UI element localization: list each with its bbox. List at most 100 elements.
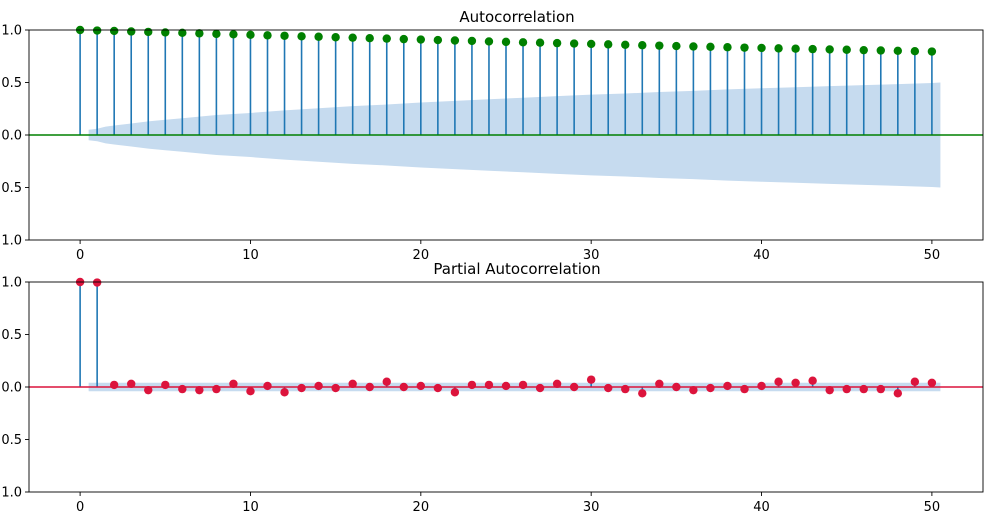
pacf-point — [348, 379, 357, 389]
pacf-point — [501, 381, 511, 391]
pacf-point — [689, 385, 698, 395]
pacf-point — [893, 389, 903, 398]
pacf-point — [586, 375, 596, 384]
partial-autocorrelation-panel: 0 10 20 30 40 50 −1.0 −0.5 0.0 0.5 1.0 Partial Auto… — [0, 260, 984, 515]
acf-point — [621, 40, 630, 50]
acf-point — [501, 37, 511, 47]
acf-point — [706, 42, 715, 51]
acf-point — [467, 36, 477, 46]
pacf-point — [774, 377, 783, 386]
acf-point — [825, 45, 834, 54]
acf-point — [416, 35, 426, 44]
pacf-x-tick-label: 50 — [924, 500, 941, 515]
pacf-point — [552, 379, 562, 389]
pacf-point — [842, 384, 851, 394]
acf-point — [92, 26, 102, 35]
pacf-point — [450, 388, 460, 397]
pacf-x-tick-label: 30 — [583, 500, 600, 515]
pacf-point — [859, 384, 868, 394]
pacf-point — [655, 379, 664, 389]
pacf-point — [740, 384, 749, 394]
acf-point — [808, 44, 817, 54]
acf-x-tick-label: 40 — [753, 248, 770, 263]
acf-point — [791, 44, 800, 53]
acf-point — [433, 35, 443, 45]
pacf-title: Partial Autocorrelation — [433, 260, 600, 278]
acf-point — [365, 33, 374, 43]
acf-y-tick-label: −0.5 — [0, 181, 22, 196]
acf-point — [774, 44, 783, 53]
acf-point — [910, 47, 920, 56]
acf-point — [723, 43, 732, 52]
pacf-point — [280, 388, 289, 397]
acf-x-tick-label: 30 — [583, 248, 600, 263]
pacf-point — [314, 381, 323, 391]
pacf-point — [229, 379, 238, 389]
acf-point — [144, 27, 153, 37]
pacf-point — [212, 384, 221, 394]
pacf-point — [399, 382, 408, 392]
pacf-x-tick-label: 10 — [242, 500, 259, 515]
acf-point — [314, 32, 323, 41]
pacf-point — [297, 383, 306, 393]
pacf-point — [757, 381, 766, 391]
acf-point — [655, 41, 664, 50]
pacf-point — [92, 278, 102, 287]
acf-point — [195, 29, 204, 38]
pacf-x-tick-label: 0 — [76, 500, 84, 515]
acf-point — [638, 41, 647, 50]
acf-point — [740, 43, 749, 52]
pacf-point — [791, 378, 800, 387]
pacf-point — [910, 377, 920, 386]
acf-point — [535, 38, 545, 47]
acf-y-tick-label: 0.0 — [1, 129, 22, 144]
pacf-point — [109, 380, 119, 390]
acf-y-tick-label: 0.5 — [1, 76, 22, 91]
pacf-point — [535, 383, 545, 393]
acf-point — [893, 46, 903, 55]
acf-point — [109, 26, 119, 36]
pacf-point — [263, 381, 272, 391]
pacf-point — [569, 382, 579, 392]
acf-point — [331, 33, 340, 42]
acf-point — [348, 33, 357, 42]
acf-point — [229, 30, 238, 39]
acf-point — [161, 28, 170, 37]
acf-point — [672, 41, 681, 51]
pacf-point — [638, 389, 647, 398]
pacf-point — [365, 382, 374, 392]
pacf-point — [927, 378, 937, 387]
acf-point — [450, 36, 460, 45]
pacf-x-tick-label: 40 — [753, 500, 770, 515]
acf-point — [552, 38, 562, 48]
pacf-point — [416, 381, 426, 391]
acf-x-tick-label: 0 — [76, 248, 84, 263]
pacf-x-tick-label: 20 — [413, 500, 430, 515]
acf-point — [484, 37, 494, 46]
pacf-point — [484, 380, 494, 390]
pacf-point — [672, 382, 681, 392]
autocorrelation-panel: 0 10 20 30 40 50 −1.0 −0.5 0.0 0.5 1.0 Autocorrelat… — [0, 8, 984, 263]
acf-x-tick-label: 20 — [413, 248, 430, 263]
acf-point — [212, 29, 221, 39]
acf-point — [859, 45, 868, 55]
pacf-point — [467, 380, 477, 390]
pacf-point — [808, 376, 817, 385]
acf-y-tick-label: 1.0 — [1, 24, 22, 39]
pacf-point — [433, 383, 443, 393]
acf-point — [178, 28, 187, 38]
pacf-y-tick-label: 0.0 — [1, 381, 22, 396]
acf-point — [297, 32, 306, 41]
acf-point — [518, 38, 528, 47]
pacf-point — [825, 385, 834, 395]
pacf-point — [518, 380, 528, 390]
pacf-y-tick-label: 0.5 — [1, 328, 22, 343]
pacf-point — [246, 387, 255, 396]
acf-point — [604, 40, 613, 49]
acf-point — [280, 31, 289, 40]
pacf-point — [127, 379, 136, 389]
acf-point — [586, 39, 596, 49]
acf-point — [569, 39, 579, 48]
pacf-point — [195, 385, 204, 395]
